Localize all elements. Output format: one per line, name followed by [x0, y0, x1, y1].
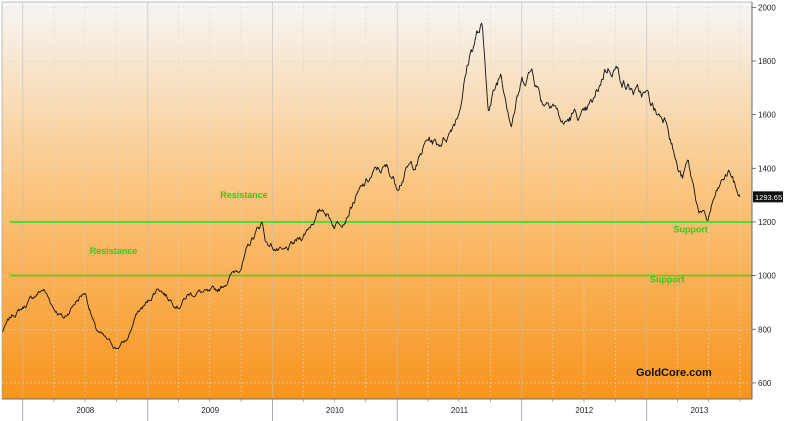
x-axis: 2008 2009 2010 2011 2012 2013	[2, 398, 752, 421]
last-value-label: 1293.65	[755, 193, 782, 202]
x-tick-label: 2008	[76, 406, 94, 415]
plot-background	[1, 1, 753, 400]
annotation-label: Support	[650, 274, 685, 284]
y-tick-label: 2000	[758, 3, 776, 12]
x-tick-label: 2011	[451, 406, 469, 415]
last-value-box	[753, 191, 783, 203]
y-tick-label: 1200	[758, 218, 776, 227]
price-series	[2, 22, 741, 350]
x-tick-label: 2012	[575, 406, 593, 415]
last-value-tag: 1293.65	[753, 191, 783, 203]
y-tick-label: 1600	[758, 111, 776, 120]
annotation-label: Support	[673, 225, 708, 235]
annotations: Resistance Resistance Support Support	[90, 190, 708, 284]
x-tick-label: 2010	[326, 406, 344, 415]
y-tick-label: 1800	[758, 57, 776, 66]
x-tick-label: 2009	[201, 406, 219, 415]
level-lines	[10, 221, 752, 277]
price-line	[2, 22, 741, 350]
y-tick-label: 1000	[758, 272, 776, 281]
annotation-label: Resistance	[220, 190, 268, 200]
y-tick-label: 800	[758, 325, 772, 334]
annotation-label: Resistance	[90, 246, 138, 256]
y-tick-label: 1400	[758, 164, 776, 173]
watermark-text: GoldCore.com	[636, 367, 712, 379]
y-tick-label: 600	[758, 379, 772, 388]
y-axis: 600 800 1000 1200 1400 1600 1800 2000	[751, 2, 776, 399]
x-tick-label: 2013	[691, 406, 709, 415]
